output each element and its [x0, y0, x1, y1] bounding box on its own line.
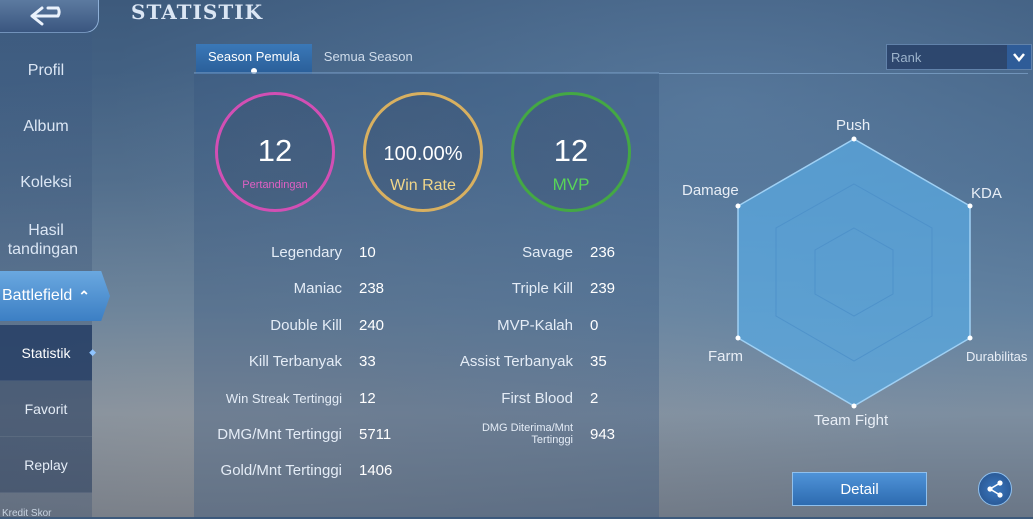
- sidebar-item-battlefield[interactable]: Battlefield ⌃: [0, 271, 110, 321]
- matches-value: 12: [257, 133, 293, 168]
- sidebar-subitem-favorit[interactable]: Favorit: [0, 381, 92, 437]
- stat-label-line: DMG Diterima/Mnt: [481, 422, 573, 434]
- stat-value: 1406: [359, 462, 393, 479]
- sidebar-item-label: tandingan: [7, 241, 78, 258]
- radar-label-farm: Farm: [708, 348, 743, 365]
- radar-label-durabilitas: Durabilitas: [966, 349, 1028, 364]
- radar-fill: [737, 138, 971, 407]
- win-rate-ring: 100.00% Win Rate: [363, 92, 483, 212]
- mvp-ring: 12 MVP: [511, 92, 631, 212]
- radar-point-damage: [735, 203, 741, 209]
- radar-chart: [735, 136, 973, 409]
- chevron-up-icon: ⌃: [78, 287, 90, 304]
- sidebar-item-profil[interactable]: Profil: [27, 62, 65, 79]
- stat-value: 5711: [359, 426, 392, 443]
- stat-value: 33: [359, 353, 376, 370]
- sidebar-item-cut[interactable]: Kredit Skor: [2, 508, 52, 519]
- stat-label: DMG Diterima/Mnt Tertinggi: [482, 422, 573, 446]
- chevron-down-icon: [1007, 45, 1031, 69]
- sidebar-item-hasil-pertandingan[interactable]: Hasil tandingan: [0, 221, 92, 259]
- sidebar-item-label: Hasil: [28, 222, 64, 239]
- win-rate-value: 100.00%: [383, 143, 463, 165]
- stat-label: Legendary: [271, 244, 342, 261]
- back-button[interactable]: [0, 0, 99, 33]
- mvp-label: MVP: [552, 175, 590, 194]
- radar-label-kda: KDA: [971, 185, 1002, 202]
- stat-value: 943: [590, 426, 616, 443]
- stat-label-line: Tertinggi: [531, 434, 573, 446]
- radar-point-farm: [735, 335, 741, 341]
- back-arrow-icon: [30, 6, 61, 26]
- tab-divider: [194, 73, 1028, 74]
- stat-label: Triple Kill: [511, 280, 573, 297]
- stat-value: 12: [359, 390, 376, 407]
- matches-label: Pertandingan: [242, 179, 308, 191]
- tab-semua-season[interactable]: Semua Season: [323, 49, 413, 64]
- radar-label-damage: Damage: [682, 182, 739, 199]
- sidebar-subitem-replay[interactable]: Replay: [0, 437, 92, 493]
- mode-dropdown[interactable]: Rank: [886, 44, 1032, 70]
- sidebar-item-album[interactable]: Album: [23, 118, 69, 135]
- stat-value: 239: [590, 280, 616, 297]
- sidebar-item-koleksi[interactable]: Koleksi: [20, 174, 72, 191]
- dropdown-value: Rank: [891, 50, 922, 65]
- stat-label: Win Streak Tertinggi: [225, 391, 342, 406]
- stat-label: First Blood: [501, 390, 573, 407]
- radar-label-push: Push: [836, 117, 871, 134]
- sidebar-subitem-statistik[interactable]: Statistik: [0, 325, 96, 381]
- detail-button[interactable]: Detail: [792, 472, 927, 506]
- stat-value: 0: [590, 317, 599, 334]
- radar-point-kda: [967, 203, 973, 209]
- stat-label: Assist Terbanyak: [459, 353, 573, 370]
- radar-point-durabilitas: [967, 335, 973, 341]
- tab-season-pemula[interactable]: Season Pemula: [196, 44, 312, 74]
- stat-value: 2: [590, 390, 599, 407]
- sidebar-item-label: Battlefield: [2, 287, 73, 304]
- radar-label-team-fight: Team Fight: [814, 412, 889, 429]
- radar-grid-mid: [775, 183, 933, 362]
- stat-label: Gold/Mnt Tertinggi: [220, 462, 342, 479]
- stat-value: 240: [359, 317, 385, 334]
- stat-label: MVP-Kalah: [497, 317, 573, 334]
- share-icon: [987, 480, 1003, 498]
- season-tabs: Season Pemula Semua Season: [196, 44, 425, 74]
- mvp-value: 12: [553, 133, 589, 168]
- stat-value: 238: [359, 280, 385, 297]
- share-button[interactable]: [978, 472, 1012, 506]
- stat-value: 35: [590, 353, 607, 370]
- matches-ring: 12 Pertandingan: [215, 92, 335, 212]
- radar-grid-inner: [814, 227, 894, 317]
- radar-point-team-fight: [851, 403, 857, 409]
- stat-label: Savage: [522, 244, 573, 261]
- page-title: STATISTIK: [131, 0, 263, 24]
- stat-label: Maniac: [293, 280, 342, 297]
- stat-value: 236: [590, 244, 616, 261]
- radar-point-push: [851, 136, 857, 142]
- stat-label: Kill Terbanyak: [248, 353, 342, 370]
- stat-label: DMG/Mnt Tertinggi: [217, 426, 342, 443]
- stat-label: Double Kill: [270, 317, 342, 334]
- stat-value: 10: [359, 244, 376, 261]
- win-rate-label: Win Rate: [390, 177, 456, 194]
